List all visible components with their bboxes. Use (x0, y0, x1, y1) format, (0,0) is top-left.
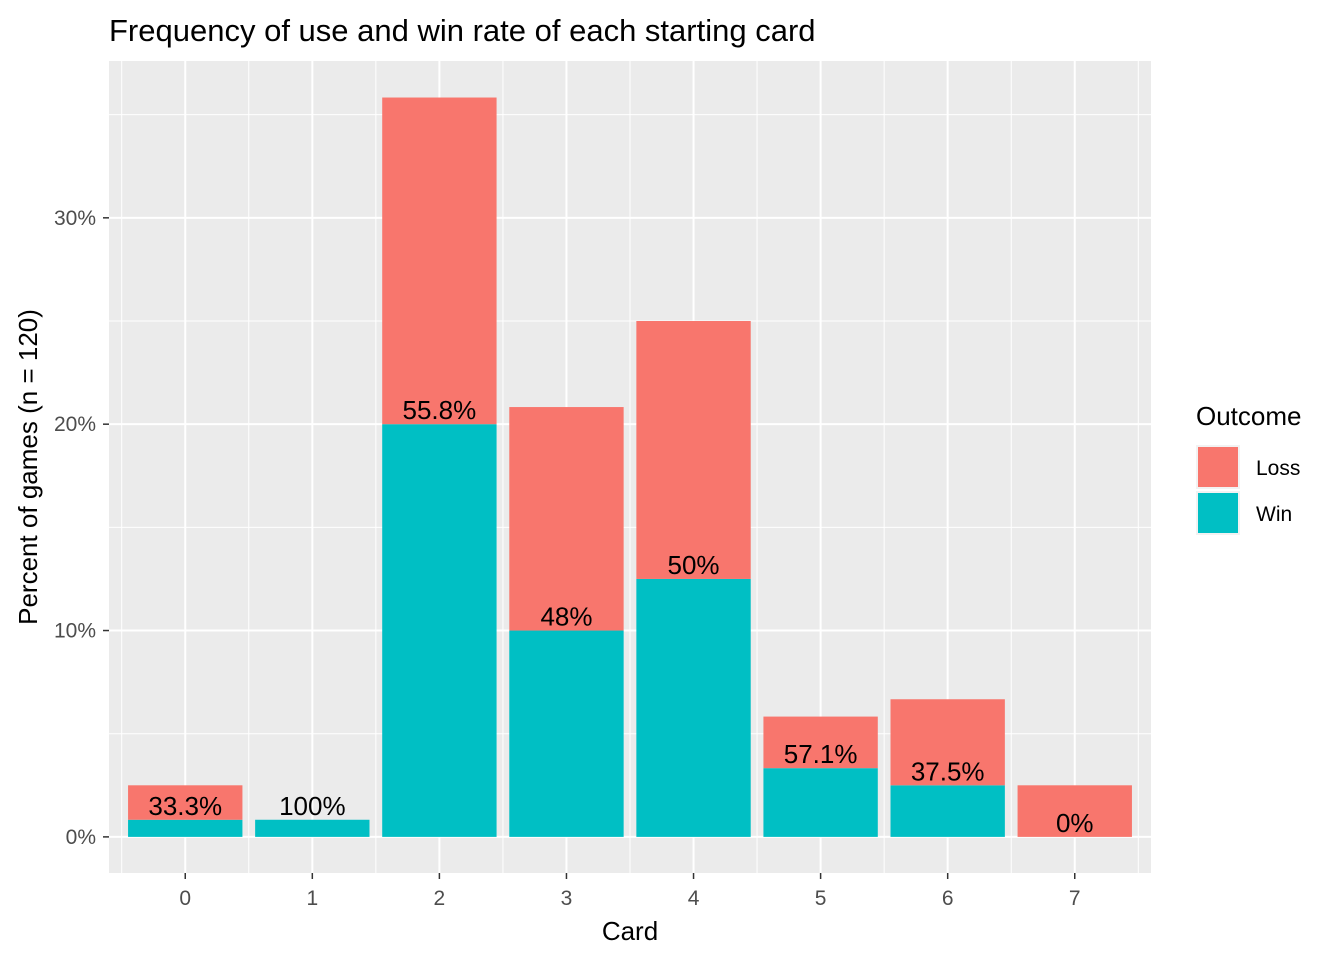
bar-win-2 (382, 424, 497, 837)
bar-loss-6 (890, 699, 1005, 786)
x-axis-title: Card (602, 916, 658, 946)
y-tick-label: 20% (54, 413, 96, 436)
bar-loss-7 (1017, 785, 1132, 837)
x-tick-label: 2 (434, 887, 446, 910)
x-tick-label: 5 (815, 887, 827, 910)
bar-loss-2 (382, 97, 497, 425)
y-tick-label: 0% (66, 826, 96, 849)
legend-key-win (1198, 493, 1238, 533)
y-tick-label: 30% (54, 207, 96, 230)
legend-label-loss: Loss (1256, 457, 1300, 480)
bar-loss-0 (128, 785, 243, 820)
bar-label-3: 48% (540, 602, 592, 632)
bar-win-6 (890, 785, 1005, 837)
bar-win-0 (128, 819, 243, 837)
legend: Outcome Loss Win (1196, 401, 1302, 535)
legend-label-win: Win (1256, 503, 1292, 526)
x-tick-label: 4 (688, 887, 700, 910)
bars (128, 97, 1132, 837)
bar-label-1: 100% (279, 791, 346, 821)
bar-labels: 33.3% 100% 55.8% 48% 50% 57.1% 37.5% 0% (148, 395, 1093, 838)
legend-title: Outcome (1196, 401, 1302, 431)
x-tick-label: 3 (561, 887, 573, 910)
legend-key-loss (1198, 447, 1238, 487)
bar-label-4: 50% (668, 550, 720, 580)
bar-loss-5 (763, 716, 878, 769)
bar-loss-3 (509, 407, 624, 631)
x-tick-label: 7 (1069, 887, 1081, 910)
bar-win-5 (763, 768, 878, 837)
bar-win-1 (255, 819, 370, 837)
x-axis: 0 1 2 3 4 5 6 7 (179, 873, 1081, 910)
bar-win-3 (509, 630, 624, 837)
x-tick-label: 6 (942, 887, 954, 910)
bar-win-4 (636, 578, 751, 837)
bar-label-7: 0% (1056, 808, 1094, 838)
bar-label-6: 37.5% (911, 756, 985, 786)
y-axis-title: Percent of games (n = 120) (13, 309, 43, 625)
chart-title: Frequency of use and win rate of each st… (109, 13, 816, 48)
y-tick-label: 10% (54, 620, 96, 643)
x-tick-label: 0 (179, 887, 191, 910)
bar-label-5: 57.1% (784, 739, 858, 769)
bar-label-2: 55.8% (403, 395, 477, 425)
bar-label-0: 33.3% (148, 791, 222, 821)
y-axis: 0% 10% 20% 30% (54, 207, 109, 849)
bar-loss-4 (636, 321, 751, 579)
x-tick-label: 1 (306, 887, 318, 910)
